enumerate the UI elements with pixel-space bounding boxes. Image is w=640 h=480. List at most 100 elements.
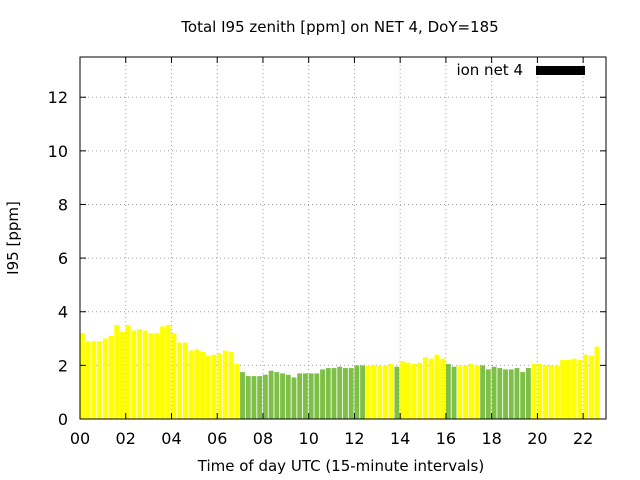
data-bar [325,368,331,419]
data-bar [188,350,194,419]
data-bar [320,369,325,419]
chart-title: Total I95 zenith [ppm] on NET 4, DoY=185 [180,18,498,36]
data-bar [417,362,423,419]
data-bar [131,330,137,419]
data-bar [343,368,348,419]
data-bar [565,360,571,419]
data-bar [228,351,234,419]
data-bar [463,365,468,419]
data-bar [217,353,223,419]
data-bar [205,355,211,419]
data-bar [297,373,303,419]
data-bar [554,365,560,419]
x-tick-label: 12 [344,429,364,448]
x-tick-label: 22 [573,429,593,448]
data-bar [211,354,217,419]
legend-swatch [536,66,585,75]
data-bar [594,346,600,419]
bar-series [80,325,600,419]
x-tick-label: 02 [116,429,136,448]
data-bar [108,335,114,419]
data-bar [497,368,503,419]
data-bar [508,369,514,419]
data-bar [457,365,463,419]
y-axis-label: I95 [ppm] [4,201,22,275]
data-bar [337,366,343,419]
data-bar [400,361,406,419]
data-bar [102,338,108,419]
x-tick-label: 16 [436,429,456,448]
data-bar [114,325,120,419]
x-tick-label: 14 [390,429,410,448]
data-bar [85,341,91,419]
data-bar [194,349,200,419]
data-bar [125,325,131,419]
data-bar [142,330,148,419]
data-bar [537,364,543,419]
data-bar [314,373,320,419]
data-bar [577,360,583,419]
data-bar [245,376,251,419]
y-tick-label: 10 [48,142,68,161]
data-bar [148,333,154,419]
data-bar [377,365,383,419]
data-bar [371,365,377,419]
y-tick-label: 12 [48,88,68,107]
data-bar [274,372,280,419]
data-bar [80,333,85,419]
data-bar [91,341,97,419]
data-bar [583,354,588,419]
data-bar [302,373,308,419]
y-tick-label: 2 [58,356,68,375]
data-bar [291,377,297,419]
data-bar [520,372,526,419]
data-bar [331,368,337,419]
data-bar [97,341,103,419]
data-bar [365,365,371,419]
data-bar [354,365,360,419]
data-bar [514,368,520,419]
data-bar [177,342,183,419]
data-bar [268,370,274,419]
data-bar [503,369,508,419]
y-tick-label: 8 [58,195,68,214]
data-bar [491,366,497,419]
data-bar [423,357,428,419]
data-bar [548,365,554,419]
data-bar [348,368,354,419]
x-tick-label: 06 [207,429,227,448]
data-bar [200,351,205,419]
data-bar [234,364,240,419]
data-bar [222,350,228,419]
data-bar [388,364,394,419]
data-bar [560,360,566,419]
data-bar [360,365,366,419]
data-bar [434,354,440,419]
x-tick-label: 18 [481,429,501,448]
legend: ion net 4 [456,61,585,79]
x-tick-label: 20 [527,429,547,448]
data-bar [394,366,400,419]
x-tick-label: 08 [253,429,273,448]
data-bar [262,374,268,419]
data-bar [285,374,291,419]
x-axis-label: Time of day UTC (15-minute intervals) [197,457,484,475]
data-bar [571,358,577,419]
data-bar [428,358,434,419]
data-bar [451,366,457,419]
data-bar [405,362,411,419]
y-tick-label: 6 [58,249,68,268]
y-tick-label: 4 [58,303,68,322]
data-bar [308,373,314,419]
data-bar [480,365,486,419]
data-bar [154,333,160,419]
data-bar [120,331,125,419]
plot-frame [79,56,607,420]
data-bar [171,333,177,419]
data-bar [543,365,548,419]
data-bar [485,369,491,419]
x-tick-label: 04 [161,429,181,448]
data-bar [160,326,165,419]
